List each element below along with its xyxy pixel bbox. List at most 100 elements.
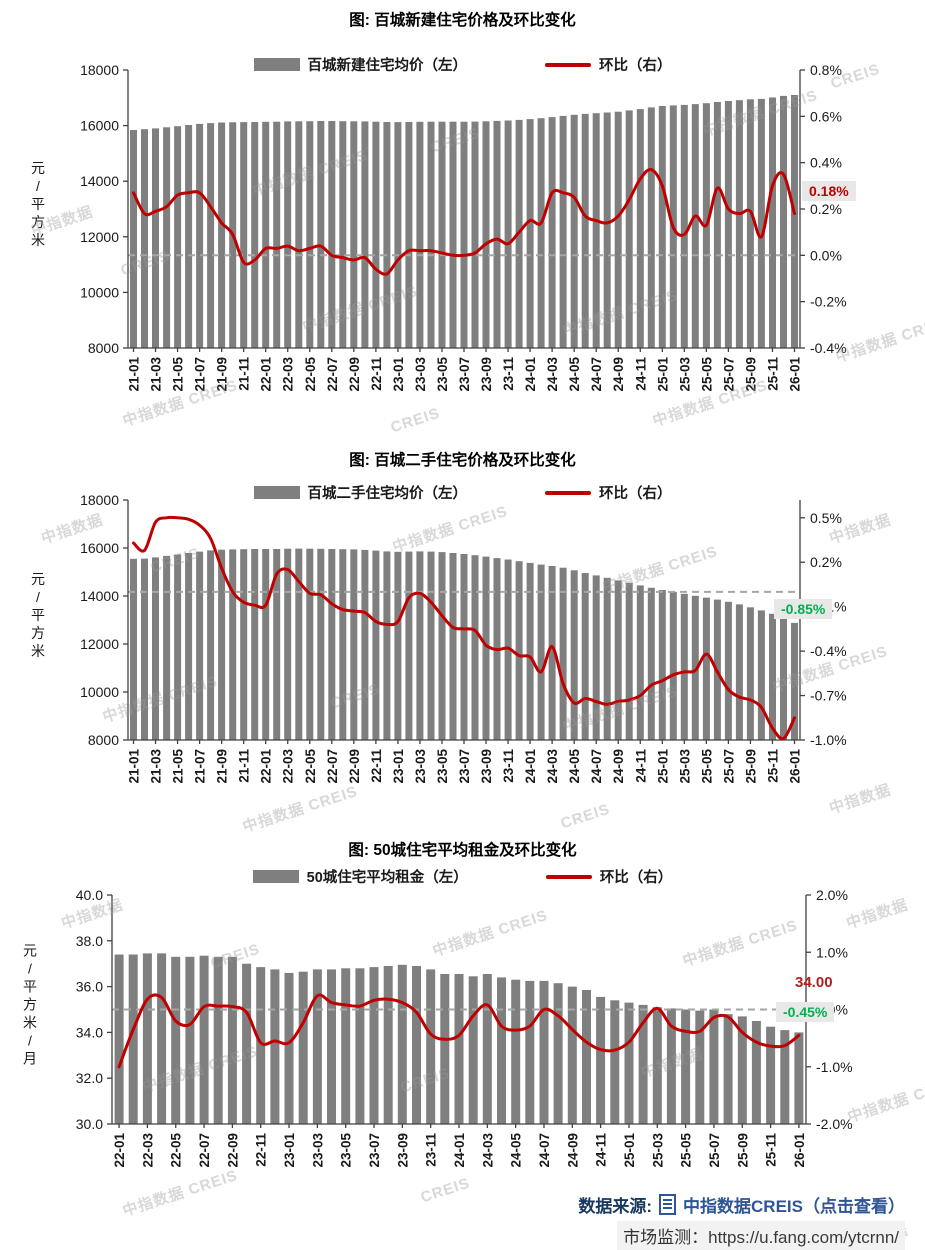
chart3-title: 图: 50城住宅平均租金及环比变化 <box>348 842 577 859</box>
right-axis-tick: 0.2% <box>810 201 842 217</box>
x-axis-tick: 26-01 <box>788 357 803 392</box>
left-axis-unit-label: 方 <box>31 625 45 641</box>
right-axis-tick: 0.8% <box>810 62 842 78</box>
x-axis-tick: 23-05 <box>339 1133 354 1168</box>
mom-change-line <box>117 993 801 1069</box>
line-swatch-icon <box>545 874 592 879</box>
left-axis-unit-label: 方 <box>23 997 37 1013</box>
chart2-legend-line: 环比（右） <box>545 482 672 503</box>
right-axis-tick: 0.4% <box>810 155 842 171</box>
x-axis-tick: 25-11 <box>766 357 781 391</box>
right-axis-tick: 0.2% <box>810 554 842 570</box>
x-axis-tick: 22-07 <box>197 1133 212 1168</box>
bar-swatch-icon <box>253 486 300 499</box>
x-axis-tick: 22-05 <box>303 749 318 784</box>
x-axis-tick: 22-01 <box>112 1133 127 1168</box>
x-axis-tick: 21-01 <box>127 357 142 392</box>
x-axis-tick: 22-07 <box>325 357 340 392</box>
x-axis-tick: 24-01 <box>452 1133 467 1168</box>
x-axis-tick: 25-09 <box>743 357 758 392</box>
right-axis-tick: -2.0% <box>816 1116 853 1132</box>
x-axis-tick: 22-01 <box>259 357 274 392</box>
x-axis-tick: 22-03 <box>140 1133 155 1168</box>
x-axis-tick: 25-09 <box>743 749 758 784</box>
left-axis-unit-label: 米 <box>23 1015 37 1031</box>
left-axis-tick: 14000 <box>80 173 119 189</box>
x-axis-tick: 23-07 <box>457 357 472 392</box>
right-axis-tick: 2.0% <box>816 887 848 903</box>
mom-change-line <box>132 167 796 276</box>
left-axis-tick: 18000 <box>80 62 119 78</box>
left-axis-unit-label: 平 <box>31 607 45 623</box>
x-axis-tick: 22-03 <box>281 357 296 392</box>
chart1-legend: 百城新建住宅均价（左） 环比（右） <box>0 54 925 75</box>
x-axis-tick: 21-09 <box>215 749 230 784</box>
right-axis-tick: 0.5% <box>810 510 842 526</box>
chart2-legend: 百城二手住宅均价（左） 环比（右） <box>0 482 925 503</box>
chart1-latest-value-badge: 0.18% <box>802 181 856 201</box>
x-axis-tick: 23-01 <box>282 1133 297 1168</box>
x-axis-tick: 24-07 <box>589 357 604 392</box>
x-axis-tick: 24-01 <box>523 749 538 784</box>
market-monitor-url[interactable]: https://u.fang.com/ytcrnn/ <box>708 1228 899 1247</box>
price-bars <box>114 953 804 1124</box>
left-axis-tick: 34.0 <box>76 1024 103 1040</box>
right-axis-tick: 0.0% <box>810 247 842 263</box>
x-axis-tick: 25-05 <box>699 749 714 784</box>
left-axis-tick: 32.0 <box>76 1070 103 1086</box>
footer: 数据来源: 中指数据CREIS（点击查看） 市场监测：https://u.fan… <box>578 1192 905 1250</box>
chart1-legend-bar: 百城新建住宅均价（左） <box>253 54 468 75</box>
x-axis-tick: 24-11 <box>633 749 648 783</box>
chart1-legend-line: 环比（右） <box>545 54 672 75</box>
x-axis-tick: 23-09 <box>395 1133 410 1168</box>
x-axis-tick: 22-09 <box>225 1133 240 1168</box>
x-axis-tick: 23-03 <box>310 1133 325 1168</box>
chart3-latest-mom-badge: -0.45% <box>776 1002 835 1022</box>
left-axis-unit-label: 元 <box>31 571 45 587</box>
x-axis-tick: 24-11 <box>633 357 648 391</box>
x-axis-tick: 25-01 <box>622 1133 637 1168</box>
left-axis-tick: 12000 <box>80 636 119 652</box>
chart-1: 18000 16000 14000 12000 10000 8000 0.8% 0.6% 0.4… <box>31 62 847 392</box>
bar-swatch-icon <box>253 58 300 71</box>
x-axis-tick: 25-07 <box>721 749 736 784</box>
right-axis-tick: -0.4% <box>810 340 847 356</box>
x-axis-tick: 23-11 <box>424 1133 439 1167</box>
left-axis-tick: 16000 <box>80 118 119 134</box>
left-axis-unit-label: 元 <box>23 943 37 959</box>
x-axis-tick: 21-03 <box>149 357 164 392</box>
x-axis-tick: 22-09 <box>347 749 362 784</box>
x-axis-tick: 24-07 <box>537 1133 552 1168</box>
left-axis-unit-label: 月 <box>23 1051 37 1067</box>
x-axis-tick: 25-03 <box>677 357 692 392</box>
right-axis-tick: 1.0% <box>816 944 848 960</box>
x-axis-tick: 23-09 <box>479 357 494 392</box>
x-axis-tick: 23-07 <box>457 749 472 784</box>
right-axis-tick: -0.4% <box>810 643 847 659</box>
chart-3: 40.038.036.034.032.030.02.0%1.0%0.0%-1.0… <box>23 887 853 1168</box>
chart3-legend-line: 环比（右） <box>545 866 672 887</box>
x-axis-tick: 21-07 <box>193 357 208 392</box>
right-axis-tick: -1.0% <box>810 732 847 748</box>
x-axis-tick: 21-03 <box>149 749 164 784</box>
x-axis-tick: 24-09 <box>611 357 626 392</box>
x-axis-tick: 26-01 <box>788 749 803 784</box>
chart3-legend-bar: 50城住宅平均租金（左） <box>252 866 468 887</box>
x-axis-tick: 24-03 <box>545 749 560 784</box>
data-source-label: 数据来源: <box>578 1197 653 1216</box>
x-axis-tick: 26-01 <box>792 1133 807 1168</box>
x-axis-tick: 22-05 <box>303 357 318 392</box>
x-axis-tick: 23-07 <box>367 1133 382 1168</box>
legend-label: 百城新建住宅均价（左） <box>307 58 468 74</box>
x-axis-tick: 25-05 <box>679 1133 694 1168</box>
market-monitor-line: 市场监测：https://u.fang.com/ytcrnn/ <box>617 1221 905 1250</box>
legend-label: 50城住宅平均租金（左） <box>306 870 468 886</box>
left-axis-tick: 8000 <box>88 340 119 356</box>
left-axis-unit-label: / <box>28 961 32 977</box>
legend-label: 环比（右） <box>599 486 672 502</box>
line-swatch-icon <box>545 490 591 495</box>
x-axis-tick: 25-01 <box>655 357 670 392</box>
creis-link[interactable]: 中指数据CREIS（点击查看） <box>683 1197 905 1216</box>
left-axis-tick: 8000 <box>88 732 119 748</box>
